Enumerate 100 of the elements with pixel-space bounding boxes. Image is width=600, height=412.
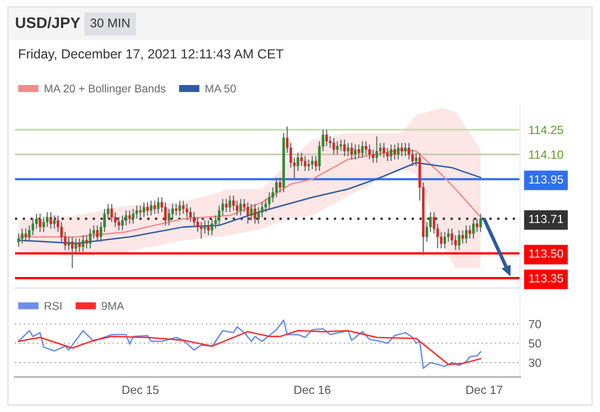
x-tick-label: Dec 16 (294, 386, 330, 394)
candlestick (174, 203, 178, 216)
candlestick (74, 238, 78, 254)
candlestick (336, 140, 339, 156)
candlestick (204, 220, 206, 234)
candlestick (53, 214, 56, 230)
y-tick-label: 113.95 (529, 175, 564, 184)
legend-label: MA 50 (206, 84, 236, 92)
candlestick (239, 198, 242, 216)
candlestick (254, 203, 256, 224)
candlestick (121, 214, 124, 231)
candlestick (364, 140, 368, 156)
candlestick (350, 142, 353, 160)
candlestick (88, 228, 92, 249)
candlestick (228, 195, 232, 213)
candlestick (390, 144, 392, 162)
x-tick-label: Dec 17 (466, 386, 502, 394)
candlestick (135, 205, 138, 220)
candlestick (461, 230, 464, 244)
candlestick (386, 147, 389, 162)
candlestick (164, 202, 167, 226)
candlestick (476, 218, 478, 232)
candlestick (472, 218, 475, 240)
candlestick (232, 195, 235, 212)
candlestick (186, 203, 188, 218)
candlestick (310, 156, 314, 170)
candlestick (361, 140, 364, 158)
candlestick (325, 129, 328, 147)
candlestick (304, 156, 306, 172)
candlestick (332, 137, 336, 156)
candlestick (414, 152, 418, 167)
candlestick (128, 210, 131, 224)
text: 30 MIN (90, 18, 130, 28)
candlestick (250, 203, 253, 221)
candlestick (20, 228, 24, 244)
candlestick (278, 176, 282, 193)
candlestick (150, 200, 152, 216)
candlestick (67, 236, 70, 251)
candlestick (225, 198, 228, 213)
candlestick (182, 200, 185, 214)
candlestick (307, 158, 310, 172)
candlestick (464, 224, 468, 244)
candlestick (396, 142, 400, 160)
chart-title: USD/JPY (16, 16, 80, 28)
candlestick (96, 224, 99, 242)
candlestick (400, 142, 404, 157)
candlestick (346, 142, 350, 157)
candlestick (139, 205, 142, 218)
candlestick (440, 231, 442, 249)
chart-subtitle: Friday, December 17, 2021 12:11:43 AM CET (19, 48, 284, 62)
y-tick-label: 113.35 (529, 274, 564, 282)
candlestick (372, 148, 374, 164)
candlestick (200, 222, 203, 240)
candlestick (178, 200, 182, 216)
candlestick (368, 144, 371, 160)
legend-label: RSI (44, 302, 62, 310)
legend-label: 9MA (102, 302, 124, 310)
candlestick (207, 220, 210, 236)
y-tick-label: 50 (528, 339, 542, 348)
candlestick (189, 206, 192, 223)
candlestick (78, 238, 81, 252)
candlestick (221, 198, 224, 216)
candlestick (479, 213, 482, 232)
candlestick (257, 206, 260, 224)
candlestick (450, 228, 454, 246)
y-tick-label: 30 (528, 358, 542, 367)
candlestick (132, 208, 134, 224)
candlestick (358, 144, 360, 158)
candlestick (343, 139, 346, 157)
candlestick (375, 136, 378, 164)
candlestick (24, 228, 28, 242)
candlestick (393, 144, 396, 160)
candlestick (268, 192, 271, 210)
candlestick (28, 224, 31, 242)
candlestick (156, 196, 160, 214)
candlestick (168, 208, 170, 226)
candlestick (82, 234, 84, 252)
y-tick-label: 114.10 (529, 150, 564, 159)
line-series (18, 148, 482, 238)
candlestick (340, 139, 342, 152)
candlestick (458, 230, 460, 251)
candlestick (142, 202, 146, 218)
candlestick (300, 152, 303, 167)
candlestick (46, 212, 49, 228)
y-tick-label: 113.50 (529, 249, 564, 258)
line-series (18, 319, 482, 370)
candlestick (468, 224, 472, 240)
candlestick (71, 236, 74, 269)
candlestick (314, 156, 318, 172)
candlestick (146, 202, 149, 216)
candlestick (38, 213, 42, 232)
line-series (18, 330, 482, 366)
candlestick (444, 231, 446, 249)
legend-label: MA 20 + Bollinger Bands (44, 84, 166, 95)
candlestick (85, 234, 88, 249)
candlestick (210, 218, 214, 236)
candlestick (246, 202, 250, 224)
y-tick-label: 70 (528, 320, 542, 328)
candlestick (404, 142, 407, 157)
candlestick (382, 142, 386, 158)
